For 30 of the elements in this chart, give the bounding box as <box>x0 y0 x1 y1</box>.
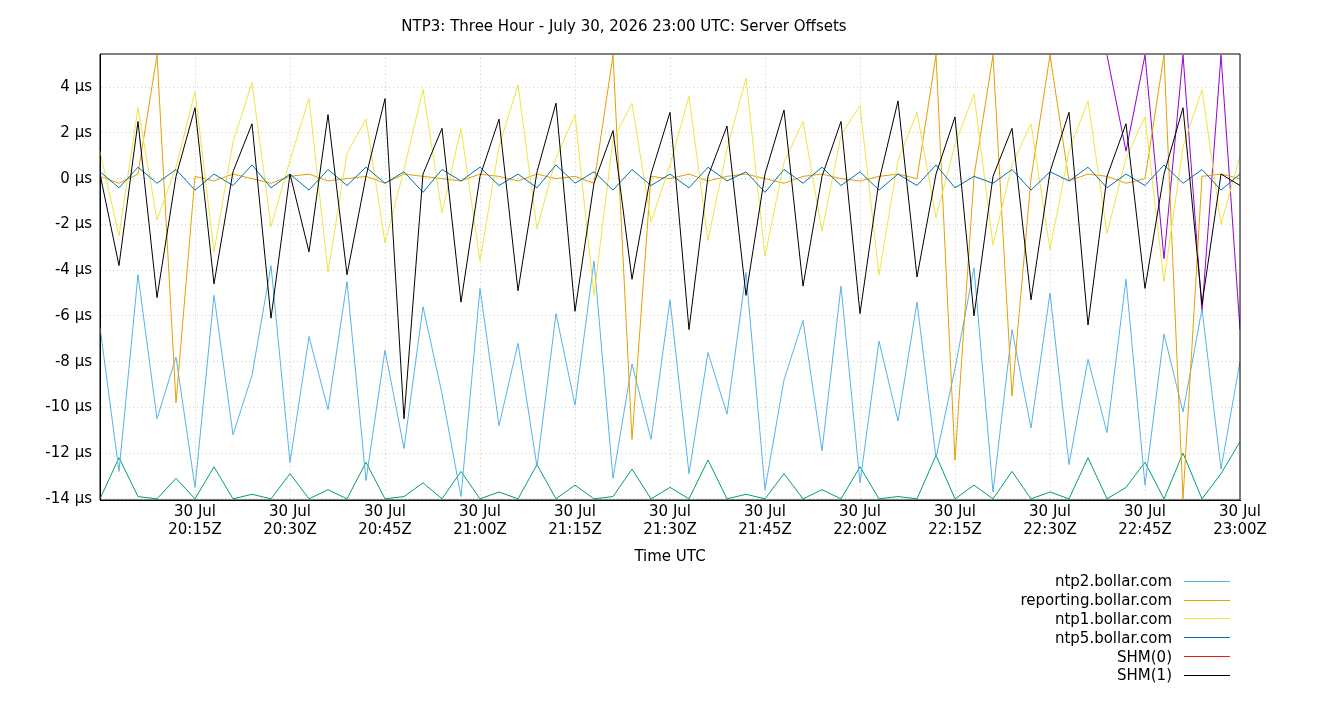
x-tick-label: 30 Jul 21:15Z <box>548 501 602 538</box>
y-tick-label: -12 µs <box>45 443 93 461</box>
x-tick-label: 30 Jul 20:45Z <box>358 501 412 538</box>
x-axis-title: Time UTC <box>633 546 706 565</box>
x-tick-label: 30 Jul 20:30Z <box>263 501 317 538</box>
y-tick-label: 0 µs <box>60 168 93 187</box>
y-tick-label: 2 µs <box>60 122 93 141</box>
chart-title: NTP3: Three Hour - July 30, 2026 23:00 UTC: Server Offsets <box>401 16 847 35</box>
y-tick-label: -8 µs <box>54 351 93 370</box>
x-tick-label: 30 Jul 23:00Z <box>1213 501 1267 538</box>
legend-label: SHM(0) <box>1117 647 1172 666</box>
legend-label: ntp2.bollar.com <box>1054 572 1172 591</box>
x-tick-label: 30 Jul 22:45Z <box>1118 501 1172 538</box>
x-tick-label: 30 Jul 22:00Z <box>833 501 887 538</box>
legend-label: ntp5.bollar.com <box>1054 628 1172 647</box>
legend-label: ntp1.bollar.com <box>1054 609 1172 628</box>
y-tick-label: -4 µs <box>54 260 93 279</box>
legend-label: reporting.bollar.com <box>1020 591 1172 610</box>
y-tick-label: -14 µs <box>45 488 93 507</box>
x-tick-label: 30 Jul 22:15Z <box>928 501 982 538</box>
x-tick-label: 30 Jul 22:30Z <box>1023 501 1077 538</box>
y-tick-label: -10 µs <box>45 397 93 416</box>
x-tick-label: 30 Jul 21:30Z <box>643 501 697 538</box>
x-tick-label: 30 Jul 21:00Z <box>453 501 507 538</box>
x-tick-label: 30 Jul 21:45Z <box>738 501 792 538</box>
x-tick-label: 30 Jul 20:15Z <box>168 501 222 538</box>
y-tick-label: -2 µs <box>54 214 93 233</box>
legend-label: SHM(1) <box>1117 666 1172 685</box>
y-tick-label: -6 µs <box>54 305 93 324</box>
y-tick-label: 4 µs <box>60 77 93 96</box>
